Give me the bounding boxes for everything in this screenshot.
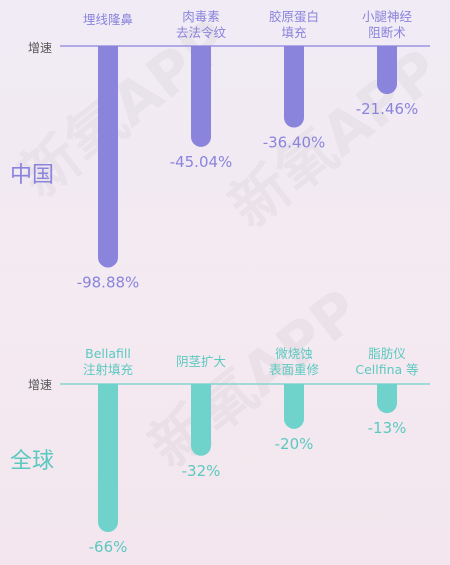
value-label: -13% xyxy=(368,419,407,437)
value-label: -45.04% xyxy=(170,153,233,171)
category-label: 肉毒素 xyxy=(182,9,220,24)
bar xyxy=(191,384,211,456)
value-label: -32% xyxy=(182,462,221,480)
bar xyxy=(98,384,118,532)
value-label: -66% xyxy=(89,538,128,556)
value-label: -36.40% xyxy=(263,134,326,152)
category-label: Cellfina 等 xyxy=(355,362,418,377)
axis-label: 增速 xyxy=(28,41,52,55)
axis-label: 增速 xyxy=(28,378,52,392)
region-label: 中国 xyxy=(10,163,54,188)
category-label: 埋线隆鼻 xyxy=(83,12,133,27)
category-label: 小腿神经 xyxy=(362,9,413,24)
value-label: -98.88% xyxy=(77,273,140,291)
bar xyxy=(284,46,304,128)
bar xyxy=(191,46,211,147)
watermark-text: 新氧APP xyxy=(137,276,373,481)
category-label: Bellafill xyxy=(85,346,131,361)
bar xyxy=(377,384,397,414)
category-label: 填充 xyxy=(281,25,306,40)
bar xyxy=(284,384,304,429)
category-label: 阴茎扩大 xyxy=(176,354,226,369)
value-label: -20% xyxy=(275,435,314,453)
category-label: 胶原蛋白 xyxy=(269,9,319,24)
region-label: 全球 xyxy=(10,449,54,474)
value-label: -21.46% xyxy=(356,100,419,118)
category-label: 阻断术 xyxy=(368,25,406,40)
category-label: 表面重修 xyxy=(269,362,320,377)
category-label: 脂肪仪 xyxy=(368,346,406,361)
category-label: 注射填充 xyxy=(83,362,133,377)
bar xyxy=(98,46,118,268)
watermark-text: 新氧APP xyxy=(217,36,450,241)
bar xyxy=(377,46,397,95)
category-label: 去法令纹 xyxy=(176,25,227,40)
category-label: 微烧蚀 xyxy=(275,346,313,361)
